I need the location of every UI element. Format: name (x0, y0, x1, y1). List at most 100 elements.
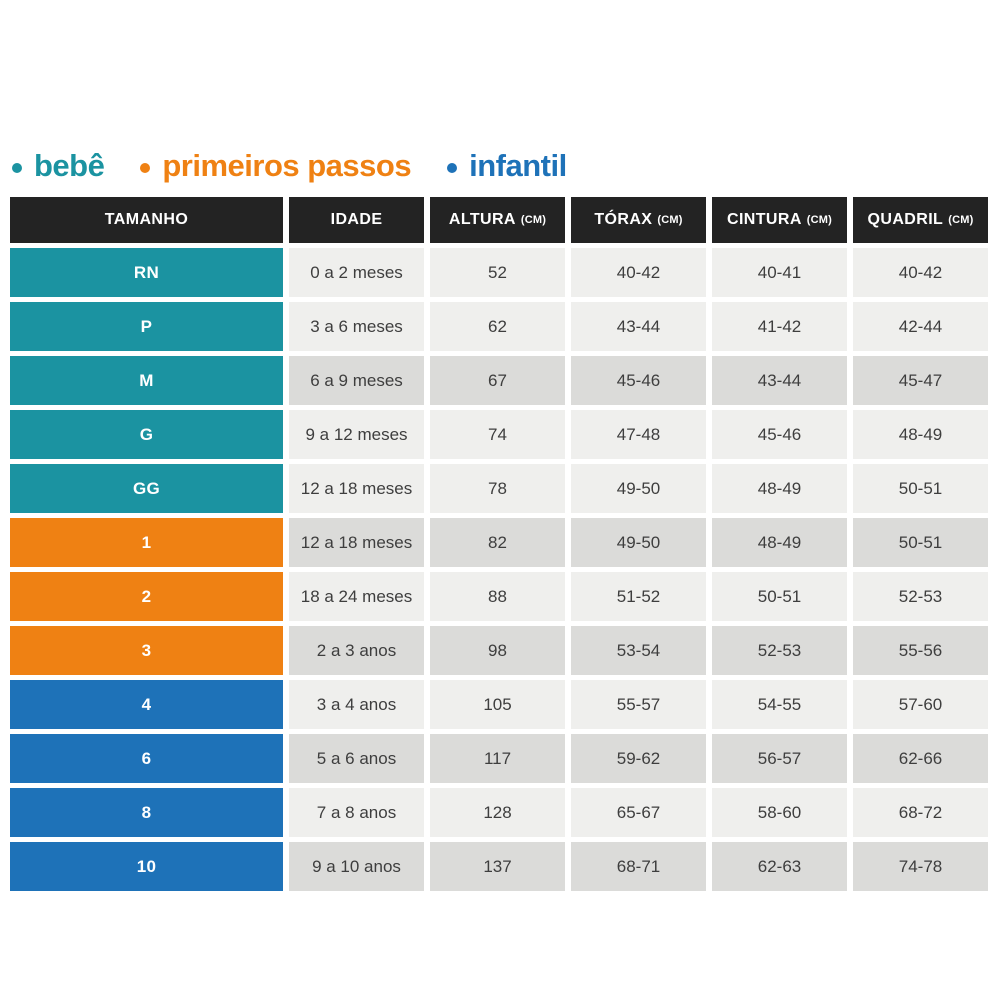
altura-cell: 82 (430, 518, 565, 567)
altura-cell: 74 (430, 410, 565, 459)
quadril-cell: 50-51 (853, 518, 988, 567)
column-header-tamanho: TAMANHO (10, 197, 283, 243)
table-row: 10 9 a 10 anos 137 68-71 62-63 74-78 (10, 842, 988, 891)
quadril-cell: 48-49 (853, 410, 988, 459)
idade-cell: 7 a 8 anos (289, 788, 424, 837)
idade-cell: 12 a 18 meses (289, 464, 424, 513)
altura-cell: 128 (430, 788, 565, 837)
altura-cell: 78 (430, 464, 565, 513)
column-header-label: QUADRIL (867, 211, 944, 228)
quadril-cell: 74-78 (853, 842, 988, 891)
table-row: GG 12 a 18 meses 78 49-50 48-49 50-51 (10, 464, 988, 513)
size-cell: 8 (10, 788, 283, 837)
column-header-quadril: QUADRIL (CM) (853, 197, 988, 243)
altura-cell: 62 (430, 302, 565, 351)
torax-cell: 47-48 (571, 410, 706, 459)
torax-cell: 53-54 (571, 626, 706, 675)
column-header-label: CINTURA (726, 211, 802, 228)
table-body: RN 0 a 2 meses 52 40-42 40-41 40-42 P 3 a 6 mes… (10, 248, 988, 891)
idade-cell: 12 a 18 meses (289, 518, 424, 567)
column-header-unit: (CM) (806, 214, 833, 226)
legend-item-infantil: infantil (447, 148, 567, 184)
column-header-idade: IDADE (289, 197, 424, 243)
column-header-torax: TÓRAX (CM) (571, 197, 706, 243)
torax-cell: 68-71 (571, 842, 706, 891)
cintura-cell: 50-51 (712, 572, 847, 621)
size-table: TAMANHO IDADE ALTURA (CM) TÓRAX (CM) CINTU… (10, 197, 988, 891)
cintura-cell: 41-42 (712, 302, 847, 351)
column-header-cintura: CINTURA (CM) (712, 197, 847, 243)
torax-cell: 51-52 (571, 572, 706, 621)
quadril-cell: 55-56 (853, 626, 988, 675)
torax-cell: 55-57 (571, 680, 706, 729)
legend-label: primeiros passos (162, 148, 412, 183)
torax-cell: 43-44 (571, 302, 706, 351)
size-cell: 1 (10, 518, 283, 567)
table-row: 2 18 a 24 meses 88 51-52 50-51 52-53 (10, 572, 988, 621)
altura-cell: 52 (430, 248, 565, 297)
column-header-label: ALTURA (448, 211, 516, 228)
column-header-label: IDADE (330, 211, 383, 228)
legend-label: infantil (469, 148, 567, 183)
cintura-cell: 48-49 (712, 518, 847, 567)
cintura-cell: 45-46 (712, 410, 847, 459)
size-cell: 10 (10, 842, 283, 891)
size-cell: 3 (10, 626, 283, 675)
idade-cell: 6 a 9 meses (289, 356, 424, 405)
size-cell: G (10, 410, 283, 459)
cintura-cell: 52-53 (712, 626, 847, 675)
column-header-unit: (CM) (948, 214, 974, 226)
altura-cell: 137 (430, 842, 565, 891)
size-group-legend: bebê primeiros passos infantil (12, 147, 988, 185)
quadril-cell: 68-72 (853, 788, 988, 837)
size-cell: M (10, 356, 283, 405)
table-row: 1 12 a 18 meses 82 49-50 48-49 50-51 (10, 518, 988, 567)
column-header-label: TÓRAX (594, 211, 653, 228)
idade-cell: 18 a 24 meses (289, 572, 424, 621)
idade-cell: 9 a 12 meses (289, 410, 424, 459)
cintura-cell: 40-41 (712, 248, 847, 297)
quadril-cell: 45-47 (853, 356, 988, 405)
column-header-altura: ALTURA (CM) (430, 197, 565, 243)
torax-cell: 49-50 (571, 518, 706, 567)
bullet-dot-icon (12, 162, 22, 173)
legend-item-primeiros-passos: primeiros passos (140, 148, 412, 184)
size-cell: RN (10, 248, 283, 297)
bullet-dot-icon (140, 162, 151, 173)
cintura-cell: 62-63 (712, 842, 847, 891)
torax-cell: 65-67 (571, 788, 706, 837)
cintura-cell: 54-55 (712, 680, 847, 729)
torax-cell: 59-62 (571, 734, 706, 783)
quadril-cell: 42-44 (853, 302, 988, 351)
torax-cell: 49-50 (571, 464, 706, 513)
table-row: RN 0 a 2 meses 52 40-42 40-41 40-42 (10, 248, 988, 297)
quadril-cell: 62-66 (853, 734, 988, 783)
size-cell: GG (10, 464, 283, 513)
quadril-cell: 52-53 (853, 572, 988, 621)
idade-cell: 9 a 10 anos (289, 842, 424, 891)
altura-cell: 98 (430, 626, 565, 675)
cintura-cell: 48-49 (712, 464, 847, 513)
column-header-unit: (CM) (520, 214, 547, 226)
legend-item-bebe: bebê (12, 148, 105, 184)
torax-cell: 45-46 (571, 356, 706, 405)
altura-cell: 88 (430, 572, 565, 621)
idade-cell: 2 a 3 anos (289, 626, 424, 675)
size-cell: 2 (10, 572, 283, 621)
column-header-unit: (CM) (657, 214, 683, 226)
size-cell: 4 (10, 680, 283, 729)
size-cell: 6 (10, 734, 283, 783)
quadril-cell: 40-42 (853, 248, 988, 297)
idade-cell: 5 a 6 anos (289, 734, 424, 783)
legend-label: bebê (34, 148, 105, 183)
torax-cell: 40-42 (571, 248, 706, 297)
idade-cell: 3 a 6 meses (289, 302, 424, 351)
idade-cell: 3 a 4 anos (289, 680, 424, 729)
cintura-cell: 43-44 (712, 356, 847, 405)
